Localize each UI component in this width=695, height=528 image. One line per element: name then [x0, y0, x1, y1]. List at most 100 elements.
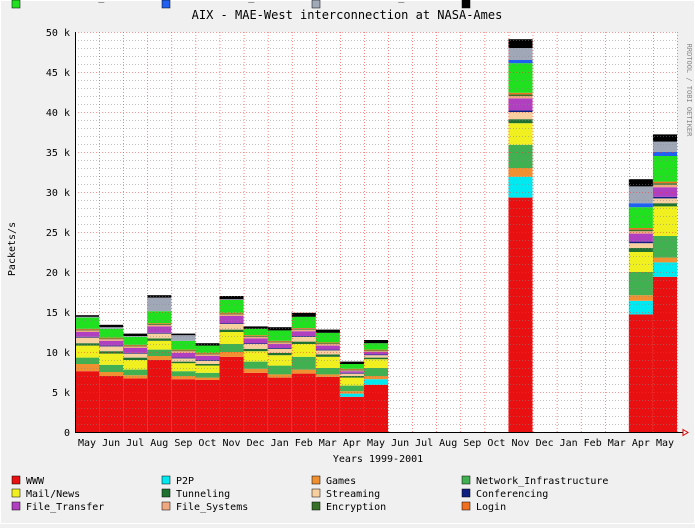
legend-label: Streaming [326, 489, 380, 500]
x-tick-label: Oct [198, 438, 216, 449]
bar-segment-games [195, 377, 220, 380]
bar-segment-file-systems [243, 336, 268, 339]
bar-segment-other [219, 296, 244, 300]
bar-segment-tunneling [363, 357, 389, 360]
bar-segment-tunneling [267, 352, 292, 356]
bar-segment-www [123, 378, 148, 432]
legend-swatch [11, 488, 21, 498]
bar-segment-network-infrastructure [339, 385, 364, 392]
bar-segment-login [147, 323, 172, 324]
x-tick-label: Sep [174, 438, 192, 449]
bar-segment-encryption [291, 328, 316, 330]
legend-swatch [11, 475, 21, 485]
bar-segment-tunneling [147, 338, 172, 341]
x-tick-label: Feb [295, 438, 313, 449]
legend-swatch [311, 475, 321, 485]
bar-segment-file-systems [291, 329, 316, 332]
legend-label: Unclassified_TCP [26, 0, 122, 3]
bar-segment-mail-news [339, 377, 364, 386]
legend-label: Other [476, 0, 506, 3]
bar-segment-network-infrastructure [291, 356, 316, 370]
y-tick-label: 5 k [52, 388, 70, 399]
bar-segment-file-systems [339, 370, 364, 372]
bar-segment-network-infrastructure [652, 236, 677, 258]
bar-segment-file-systems [75, 330, 100, 332]
bar-segment-encryption [339, 369, 364, 371]
bar-segment-other [508, 39, 533, 48]
bar-segment-games [75, 364, 100, 372]
bar-segment-streaming [195, 360, 220, 364]
bar-segment-conferencing [99, 345, 124, 347]
bar-segment-tunneling [291, 341, 316, 344]
bar-segment-streaming [267, 348, 292, 353]
x-tick-label: Aug [150, 438, 168, 449]
bar-segment-conferencing [652, 196, 677, 199]
bar-segment-www [339, 396, 364, 432]
bar-segment-login [123, 344, 148, 346]
bar-segment-file-transfer [267, 344, 292, 348]
y-tick-label: 50 k [46, 28, 70, 39]
bar-segment-file-transfer [339, 371, 364, 373]
bar-segment-www [195, 380, 220, 432]
x-tick-label: Jun [391, 438, 409, 449]
bar-segment-login [267, 340, 292, 342]
bar-segment-conferencing [219, 323, 244, 324]
bar-segment-www [219, 356, 244, 432]
x-tick-label: Jan [271, 438, 289, 449]
x-tick-label: May [656, 438, 674, 449]
y-tick-label: 35 k [46, 148, 70, 159]
bar-segment-network-infrastructure [267, 365, 292, 375]
bar-segment-www [99, 376, 124, 432]
bar-segment-unclassified-tcp [75, 317, 100, 329]
bar-segment-other [75, 315, 100, 317]
bar-segment-file-transfer [652, 187, 677, 197]
bar-segment-conferencing [123, 352, 148, 354]
y-axis-label: Packets/s [7, 222, 18, 276]
legend-label: Mail/News [26, 489, 80, 500]
bar-segment-streaming [363, 355, 389, 358]
bar-segment-streaming [147, 333, 172, 339]
bar-segment-www [652, 276, 677, 432]
bar-segment-login [243, 335, 268, 336]
y-tick-label: 10 k [46, 348, 70, 359]
bar-segment-www [243, 372, 268, 432]
bar-segment-tunneling [628, 248, 653, 252]
bar-segment-file-transfer [171, 352, 196, 358]
x-tick-label: Sep [463, 438, 481, 449]
bar-segment-login [628, 228, 653, 230]
legend-swatch [11, 0, 21, 9]
bar-segment-file-transfer [363, 352, 389, 355]
bar-segment-unclassified-udp [171, 335, 196, 341]
bar-segment-other [363, 340, 389, 344]
bar-segment-file-transfer [195, 356, 220, 360]
x-tick-label: Mar [608, 438, 626, 449]
legend-swatch [461, 501, 471, 511]
bar-segment-file-systems [267, 342, 292, 344]
bar-segment-games [123, 375, 148, 379]
legend-label: Network_Infrastructure [476, 476, 608, 487]
legend-label: Conferencing [476, 489, 548, 500]
bar-segment-file-transfer [123, 348, 148, 353]
bar-segment-network-infrastructure [171, 371, 196, 376]
bar-segment-network-infrastructure [123, 369, 148, 376]
bar-segment-file-systems [219, 314, 244, 316]
bar-segment-streaming [99, 346, 124, 352]
bar-segment-other [339, 361, 364, 364]
x-tick-label: Nov [511, 438, 529, 449]
bar-segment-encryption [171, 350, 196, 352]
y-tick-label: 15 k [46, 308, 70, 319]
bar-segment-conferencing [171, 357, 196, 359]
bar-segment-p2p [652, 262, 677, 277]
legend-swatch [461, 475, 471, 485]
bar-segment-unclassified-udp [99, 327, 124, 329]
x-tick-label: Jan [560, 438, 578, 449]
legend: WWW P2P Games Network_Infrastructure Mail/Ne… [11, 0, 608, 513]
y-tick-label: 40 k [46, 108, 70, 119]
legend-label: File_Systems [176, 502, 248, 513]
bar-segment-streaming [243, 344, 268, 349]
bar-segment-games [508, 168, 533, 177]
bar-segment-encryption [147, 324, 172, 325]
bar-segment-p2p [363, 379, 389, 385]
bar-segment-www [508, 197, 533, 432]
